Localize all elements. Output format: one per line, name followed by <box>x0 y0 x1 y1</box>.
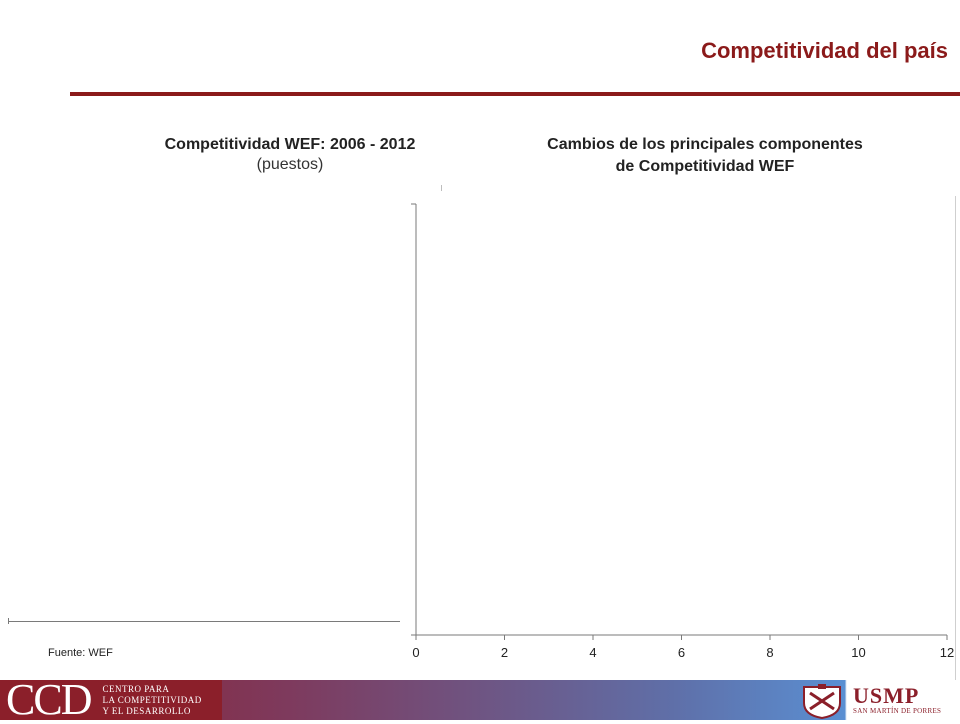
x-tick-label: 8 <box>766 645 773 660</box>
x-tick-label: 0 <box>412 645 419 660</box>
x-tick-label: 12 <box>940 645 954 660</box>
ccd-logo-line3: Y EL DESARROLLO <box>102 705 191 716</box>
right-chart: 0 2 4 6 8 10 12 <box>411 203 954 660</box>
x-tick-label: 6 <box>678 645 685 660</box>
usmp-logo-subtitle: SAN MARTÍN DE PORRES <box>853 707 942 715</box>
left-chart-axis <box>8 621 400 622</box>
right-chart-title-block: Cambios de los principales componentes d… <box>430 134 960 178</box>
left-chart-subtitle: (puestos) <box>256 156 324 173</box>
x-tick-label: 2 <box>501 645 508 660</box>
ccd-logo-text: CENTRO PARA LA COMPETITIVIDAD Y EL DESAR… <box>102 684 201 717</box>
x-tick-label: 4 <box>589 645 596 660</box>
x-tick-label: 10 <box>851 645 865 660</box>
ccd-logo-mark: CCD <box>6 675 92 724</box>
ccd-logo-line1: CENTRO PARA <box>102 683 170 694</box>
usmp-logo-name: USMP <box>853 683 920 708</box>
page-title: Competitividad del país <box>701 38 948 63</box>
ccd-logo: CCD CENTRO PARA LA COMPETITIVIDAD Y EL D… <box>0 675 222 724</box>
left-chart-title-block: Competitividad WEF: 2006 - 2012 (puestos… <box>70 136 510 174</box>
usmp-shield-icon <box>803 684 841 719</box>
left-chart-title: Competitividad WEF: 2006 - 2012 <box>164 136 416 153</box>
right-chart-border <box>955 196 956 680</box>
chart-frame-tick <box>441 185 442 191</box>
right-chart-title-line2: de Competitividad WEF <box>615 158 795 175</box>
right-chart-title-line1: Cambios de los principales componentes <box>547 136 863 153</box>
left-chart-axis-tick <box>8 618 9 624</box>
right-chart-axes: 0 2 4 6 8 10 12 <box>411 203 954 660</box>
title-rule <box>70 92 960 96</box>
usmp-logo: USMP SAN MARTÍN DE PORRES <box>847 680 960 720</box>
ccd-logo-line2: LA COMPETITIVIDAD <box>102 694 202 705</box>
source-note: Fuente: WEF <box>48 647 113 659</box>
